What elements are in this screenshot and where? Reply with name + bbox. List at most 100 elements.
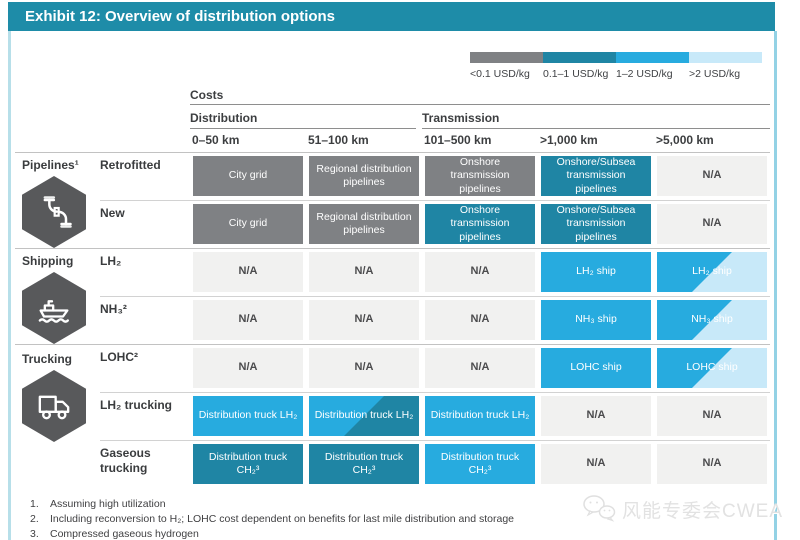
cell-label: Distribution truck CH₂³ — [208, 450, 288, 476]
footnote-1: 1. Assuming high utilization — [30, 497, 514, 512]
table-row: NH₃² N/A N/A N/A NH₃ ship NH₃ ship — [15, 296, 770, 344]
frame-left-border — [8, 31, 11, 540]
cell-label: Distribution truck LH₂ — [430, 409, 530, 422]
cell-label: N/A — [354, 361, 374, 374]
legend-label: 1–2 USD/kg — [616, 68, 673, 80]
matrix-cell: NH₃ ship — [657, 300, 767, 340]
matrix-cell: Distribution truck CH₂³ — [309, 444, 419, 484]
watermark-text: 风能专委会CWEA — [622, 500, 784, 522]
cell-label: N/A — [470, 265, 490, 278]
distance-headers: 0–50 km 51–100 km 101–500 km >1,000 km >… — [190, 133, 770, 147]
cell-label: N/A — [586, 409, 606, 422]
matrix-cell: LOHC ship — [541, 348, 651, 388]
matrix-cell: Distribution truck CH₂³ — [425, 444, 535, 484]
matrix-cell: Regional distribution pipelines — [309, 204, 419, 244]
cell-label: City grid — [228, 169, 268, 182]
matrix-cell: Distribution truck LH₂ — [425, 396, 535, 436]
legend-swatch-1-to-2 — [616, 52, 689, 63]
transmission-underline — [422, 128, 770, 129]
group-label-pipelines: Pipelines¹ — [22, 158, 79, 172]
exhibit-title: Exhibit 12: Overview of distribution opt… — [8, 2, 775, 31]
row-label-lh2: LH₂ — [100, 254, 122, 268]
cell-label: Regional distribution pipelines — [316, 162, 412, 188]
matrix-cell: Distribution truck CH₂³ — [193, 444, 303, 484]
row-label-gaseous-trucking: Gaseous trucking — [100, 446, 151, 475]
cell-label: City grid — [228, 217, 268, 230]
cell-label: N/A — [354, 313, 374, 326]
group-label-trucking: Trucking — [22, 352, 73, 366]
matrix-cell: LOHC ship — [657, 348, 767, 388]
group-pipelines: Pipelines¹ — [15, 152, 100, 248]
footnotes: 1. Assuming high utilization 2. Includin… — [30, 497, 514, 540]
footnote-text: Including reconversion to H₂; LOHC cost … — [50, 512, 514, 525]
cell-label: N/A — [702, 217, 722, 230]
cell-label: Distribution truck CH₂³ — [440, 450, 520, 476]
legend-label: 0.1–1 USD/kg — [543, 68, 609, 80]
cell-label: Distribution truck LH₂ — [198, 409, 298, 422]
matrix-cell: N/A — [657, 444, 767, 484]
distance-header-0-50: 0–50 km — [192, 133, 240, 147]
cell-label: N/A — [470, 313, 490, 326]
costs-underline — [190, 104, 770, 105]
cell-label: N/A — [702, 409, 722, 422]
group-shipping: Shipping — [15, 248, 100, 344]
cell-label: Distribution truck CH₂³ — [324, 450, 404, 476]
matrix-cell: N/A — [309, 252, 419, 292]
distance-header-101-500: 101–500 km — [424, 133, 492, 147]
table-row: Retrofitted City grid Regional distribut… — [15, 152, 770, 200]
frame-right-border — [774, 31, 777, 540]
cell-label: N/A — [702, 457, 722, 470]
cell-label: Onshore/Subsea transmission pipelines — [556, 156, 636, 195]
table-row: LH₂ trucking Distribution truck LH₂ Dist… — [15, 392, 770, 440]
group-label-shipping: Shipping — [22, 254, 74, 268]
cell-label: Onshore transmission pipelines — [450, 204, 510, 243]
footnote-text: Compressed gaseous hydrogen — [50, 527, 199, 540]
matrix-cell: Regional distribution pipelines — [309, 156, 419, 196]
matrix-cell: N/A — [425, 300, 535, 340]
cell-label: LOHC ship — [686, 361, 738, 374]
cell-label: N/A — [702, 169, 722, 182]
matrix-cell: LH₂ ship — [657, 252, 767, 292]
legend-swatch-lt-0-1 — [470, 52, 543, 63]
cell-label: LH₂ ship — [692, 265, 732, 278]
row-label-new: New — [100, 206, 125, 220]
footnote-2: 2. Including reconversion to H₂; LOHC co… — [30, 512, 514, 527]
matrix-cell: N/A — [193, 252, 303, 292]
footnote-3: 3. Compressed gaseous hydrogen — [30, 527, 514, 540]
matrix-cell: N/A — [541, 396, 651, 436]
matrix-cell: N/A — [425, 252, 535, 292]
row-label-lohc: LOHC² — [100, 350, 138, 364]
distribution-matrix: Pipelines¹ Shipping — [15, 152, 770, 488]
matrix-cell: Distribution truck LH₂ — [193, 396, 303, 436]
legend-swatch-gt-2 — [689, 52, 762, 63]
matrix-cell: City grid — [193, 156, 303, 196]
matrix-cell: N/A — [657, 156, 767, 196]
matrix-cell: N/A — [657, 396, 767, 436]
matrix-cell: N/A — [193, 300, 303, 340]
footnote-number: 1. — [30, 498, 39, 510]
cell-label: N/A — [586, 457, 606, 470]
matrix-cell: Onshore/Subsea transmission pipelines — [541, 204, 651, 244]
row-label-nh3: NH₃² — [100, 302, 127, 316]
distance-header-51-100: 51–100 km — [308, 133, 369, 147]
group-trucking: Trucking — [15, 346, 100, 442]
distribution-underline — [190, 128, 416, 129]
cell-label: NH₃ ship — [691, 313, 733, 326]
cell-label: N/A — [238, 265, 258, 278]
footnote-text: Assuming high utilization — [50, 498, 166, 510]
table-row: LOHC² N/A N/A N/A LOHC ship LOHC ship — [15, 344, 770, 392]
distribution-header: Distribution — [190, 111, 258, 125]
cell-label: N/A — [238, 313, 258, 326]
cell-label: N/A — [470, 361, 490, 374]
matrix-cell: Onshore transmission pipelines — [425, 204, 535, 244]
legend-label: >2 USD/kg — [689, 68, 741, 80]
cell-label: Regional distribution pipelines — [316, 210, 412, 236]
watermark: 风能专委会CWEA — [582, 494, 783, 524]
matrix-cell: N/A — [309, 348, 419, 388]
matrix-cell: N/A — [425, 348, 535, 388]
cost-legend-labels: <0.1 USD/kg 0.1–1 USD/kg 1–2 USD/kg >2 U… — [470, 68, 763, 80]
matrix-cell: Onshore/Subsea transmission pipelines — [541, 156, 651, 196]
footnote-number: 3. — [30, 527, 39, 540]
table-row: New City grid Regional distribution pipe… — [15, 200, 770, 248]
